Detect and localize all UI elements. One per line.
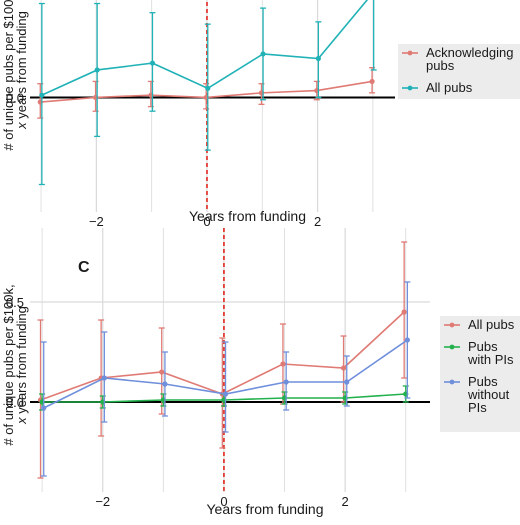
x-tick-label: 0 <box>220 494 227 509</box>
legend: Acknowledging pubs All pubs <box>398 44 520 99</box>
legend-label-line: All pubs <box>468 317 515 332</box>
legend-label: Acknowledging pubs <box>426 45 513 73</box>
legend-label-line: with PIs <box>467 352 514 367</box>
y-axis-label: # of unique pubs per $100k,x years from … <box>1 284 29 445</box>
legend-label: All pubs <box>468 317 515 332</box>
x-tick-label: 2 <box>314 214 321 229</box>
y-axis-label-line-2: years from funding <box>14 11 29 122</box>
panel-label: C <box>78 259 90 276</box>
y-axis-label: # of unique pubs per $100k,x years from … <box>1 0 29 151</box>
chart-panel-2: 0.0 0.5 −2 0 2 Years from funding # of unique … <box>1 228 520 517</box>
series-all-pubs <box>37 241 408 479</box>
legend-label-line: Pubs <box>468 339 498 354</box>
data-point <box>369 78 375 85</box>
legend-label: Pubs without PIs <box>467 374 510 415</box>
data-point <box>159 369 165 375</box>
data-point <box>404 337 410 343</box>
legend-label: Pubs with PIs <box>467 339 514 367</box>
y-tick-label: 0.5 <box>6 295 24 310</box>
series-all-pubs <box>38 0 377 186</box>
data-point <box>94 67 100 73</box>
y-axis-label-line-1: # of unique pubs per $100k, <box>1 0 16 151</box>
legend-label-line: Acknowledging <box>426 45 513 60</box>
legend-label-line: PIs <box>468 400 487 415</box>
legend-label-line: pubs <box>426 58 455 73</box>
x-tick-label: 2 <box>342 494 349 509</box>
legend-label-line: without <box>467 387 510 402</box>
data-point <box>315 55 321 62</box>
data-point <box>205 85 211 91</box>
data-point <box>162 381 168 387</box>
legend-key-point <box>449 322 455 328</box>
data-point <box>41 405 47 411</box>
data-point <box>280 361 286 367</box>
data-point <box>340 365 347 371</box>
data-point <box>401 309 407 315</box>
x-axis-label: Years from funding <box>189 208 306 224</box>
legend-label-line: All pubs <box>426 80 473 95</box>
chart-panel-1: 0.0 −2 0 2 Years from funding # of unique pub… <box>1 0 520 229</box>
legend-background <box>398 44 520 99</box>
legend-key-point <box>449 344 455 350</box>
data-point <box>344 379 350 385</box>
x-tick-label: −2 <box>95 494 110 509</box>
legend-label: All pubs <box>426 80 473 95</box>
plot-area <box>30 228 430 492</box>
legend-label-line: Pubs <box>468 374 498 389</box>
legend-key-point <box>407 50 413 56</box>
data-point <box>283 379 289 385</box>
legend-key-point <box>407 85 413 91</box>
y-axis-label-line-2: years from funding <box>14 306 29 417</box>
data-point <box>222 391 229 397</box>
y-tick-label: 0.0 <box>6 395 24 410</box>
y-axis-label-var: x <box>14 122 29 130</box>
data-point <box>149 60 156 66</box>
data-point <box>39 92 45 98</box>
series-pubs-without-pis <box>40 281 411 477</box>
y-axis-label-var: x <box>14 417 29 425</box>
legend-background <box>440 316 520 432</box>
x-axis-label: Years from funding <box>207 501 324 517</box>
y-axis-label-line-1: # of unique pubs per $100k, <box>1 284 16 445</box>
data-point <box>101 375 107 381</box>
data-point <box>260 51 266 57</box>
legend-key-point <box>449 379 455 385</box>
x-tick-label: −2 <box>89 214 104 229</box>
x-tick-label: 0 <box>203 214 210 229</box>
plot-area <box>30 0 395 212</box>
y-tick-label: 0.0 <box>6 90 24 105</box>
